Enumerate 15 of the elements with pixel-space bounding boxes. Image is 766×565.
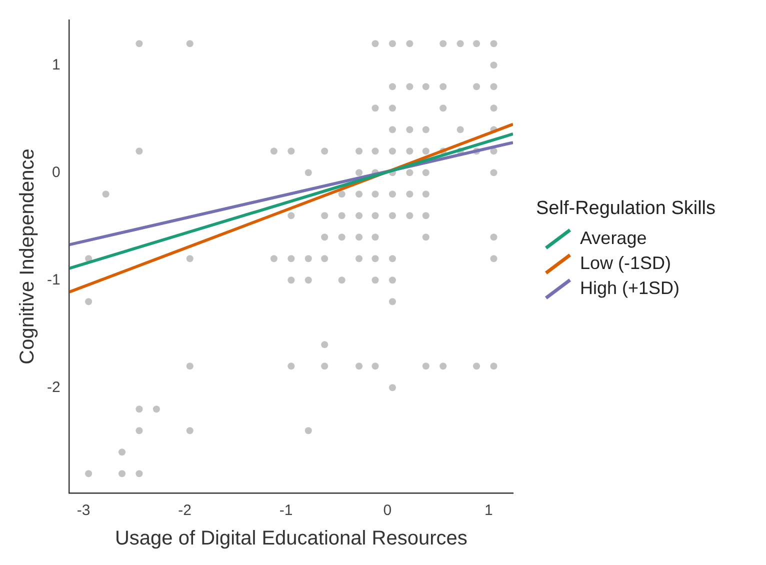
y-tick-label: -2 xyxy=(46,378,60,396)
x-tick-label: -2 xyxy=(178,502,192,520)
x-axis-title: Usage of Digital Educational Resources xyxy=(114,528,468,550)
x-tick-label: -3 xyxy=(76,502,90,520)
y-tick-label: 0 xyxy=(52,164,60,181)
x-tick-label: -1 xyxy=(279,502,293,520)
legend-title: Self-Regulation Skills xyxy=(536,198,716,220)
y-tick-label: -1 xyxy=(46,271,60,288)
x-tick-label: 1 xyxy=(484,502,493,520)
y-tick-label: 1 xyxy=(52,56,60,74)
legend-label: Average xyxy=(580,228,647,249)
legend-label: High (+1SD) xyxy=(580,278,680,299)
legend-label: Low (-1SD) xyxy=(580,253,672,274)
x-tick-label: 0 xyxy=(383,502,392,520)
y-axis-title: Cognitive Independence xyxy=(16,148,39,364)
